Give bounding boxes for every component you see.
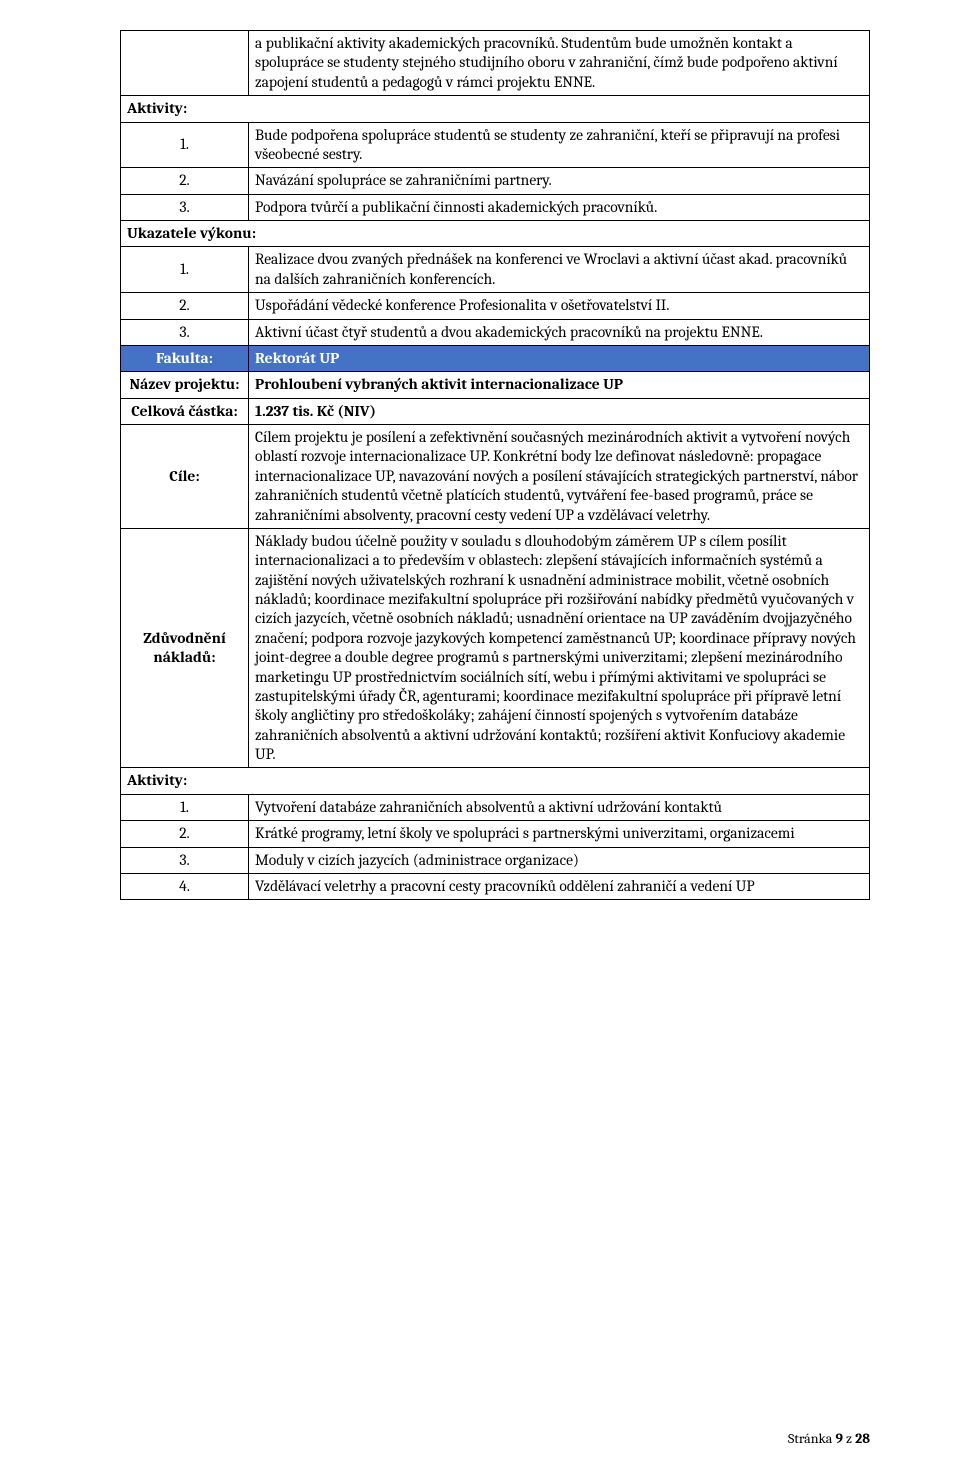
cell-text: Vzdělávací veletrhy a pracovní cesty pra… [249,873,870,899]
cell-num: 2. [121,168,249,194]
cell-value-fakulta: Rektorát UP [249,345,870,371]
cell-text: Uspořádání vědecké konference Profesiona… [249,293,870,319]
cell-num: 2. [121,821,249,847]
table-row: 2. Navázání spolupráce se zahraničními p… [121,168,870,194]
table-row: Aktivity: [121,96,870,122]
cell-intro: a publikační aktivity akademických praco… [249,31,870,96]
cell-num: 1. [121,794,249,820]
table-row: Aktivity: [121,768,870,794]
table-row: 3. Moduly v cizích jazycích (administrac… [121,847,870,873]
cell-label-naklady: Zdůvodnění nákladů: [121,528,249,768]
cell-num: 3. [121,847,249,873]
footer-page-num: 9 [835,1430,842,1447]
cell-text: Podpora tvůrčí a publikační činnosti aka… [249,194,870,220]
page-footer: Stránka 9 z 28 [788,1430,870,1447]
table-row: 1. Vytvoření databáze zahraničních absol… [121,794,870,820]
table-row: 2. Krátké programy, letní školy ve spolu… [121,821,870,847]
table-row: 4. Vzdělávací veletrhy a pracovní cesty … [121,873,870,899]
section-header-aktivity-2: Aktivity: [121,768,870,794]
table-row: Celková částka: 1.237 tis. Kč (NIV) [121,398,870,424]
cell-text: Moduly v cizích jazycích (administrace o… [249,847,870,873]
cell-text: Aktivní účast čtyř studentů a dvou akade… [249,319,870,345]
cell-value-castka: 1.237 tis. Kč (NIV) [249,398,870,424]
cell-label-nazev: Název projektu: [121,372,249,398]
table-row: 1. Realizace dvou zvaných přednášek na k… [121,247,870,293]
table-row: Cíle: Cílem projektu je posílení a zefek… [121,425,870,529]
table-row: Ukazatele výkonu: [121,221,870,247]
cell-empty [121,31,249,96]
cell-value-nazev: Prohloubení vybraných aktivit internacio… [249,372,870,398]
cell-label-castka: Celková částka: [121,398,249,424]
cell-value-naklady: Náklady budou účelně použity v souladu s… [249,528,870,768]
table-row: Zdůvodnění nákladů: Náklady budou účelně… [121,528,870,768]
table-row: Název projektu: Prohloubení vybraných ak… [121,372,870,398]
cell-num: 1. [121,122,249,168]
table-row: 3. Aktivní účast čtyř studentů a dvou ak… [121,319,870,345]
cell-label-cile: Cíle: [121,425,249,529]
cell-value-cile: Cílem projektu je posílení a zefektivněn… [249,425,870,529]
cell-num: 3. [121,194,249,220]
footer-mid: z [843,1430,855,1447]
cell-num: 4. [121,873,249,899]
fakulta-row: Fakulta: Rektorát UP [121,345,870,371]
footer-prefix: Stránka [788,1430,836,1447]
cell-text: Realizace dvou zvaných přednášek na konf… [249,247,870,293]
section-header-ukazatele: Ukazatele výkonu: [121,221,870,247]
cell-label-fakulta: Fakulta: [121,345,249,371]
cell-text: Vytvoření databáze zahraničních absolven… [249,794,870,820]
section-header-aktivity: Aktivity: [121,96,870,122]
table-row: 2. Uspořádání vědecké konference Profesi… [121,293,870,319]
cell-num: 2. [121,293,249,319]
cell-num: 1. [121,247,249,293]
table-row: 3. Podpora tvůrčí a publikační činnosti … [121,194,870,220]
cell-text: Navázání spolupráce se zahraničními part… [249,168,870,194]
footer-total: 28 [855,1430,870,1447]
cell-num: 3. [121,319,249,345]
cell-text: Krátké programy, letní školy ve spoluprá… [249,821,870,847]
document-page: a publikační aktivity akademických praco… [0,0,960,1469]
table-row: a publikační aktivity akademických praco… [121,31,870,96]
cell-text: Bude podpořena spolupráce studentů se st… [249,122,870,168]
table-row: 1. Bude podpořena spolupráce studentů se… [121,122,870,168]
document-table: a publikační aktivity akademických praco… [120,30,870,900]
